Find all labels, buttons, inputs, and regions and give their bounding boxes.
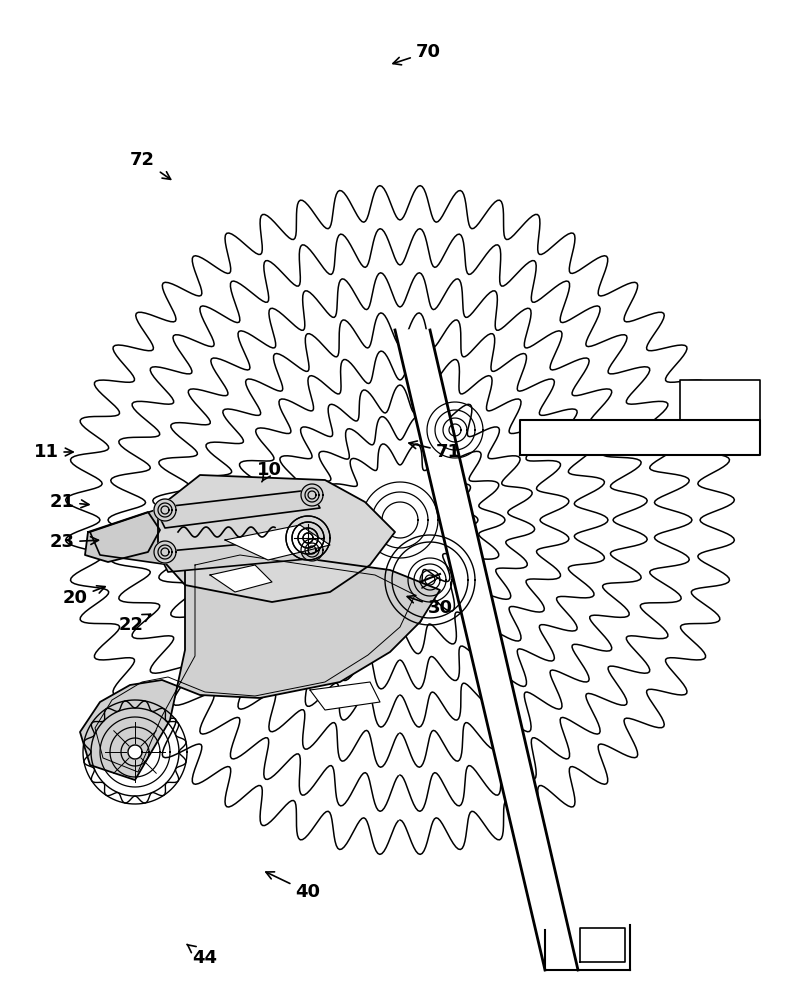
- Polygon shape: [520, 420, 760, 455]
- Polygon shape: [128, 745, 142, 759]
- Text: 40: 40: [266, 872, 320, 901]
- Text: 11: 11: [33, 443, 73, 461]
- Polygon shape: [301, 539, 323, 561]
- Text: 22: 22: [118, 614, 151, 634]
- Polygon shape: [90, 510, 325, 565]
- Polygon shape: [158, 538, 318, 572]
- Text: 44: 44: [187, 944, 217, 967]
- Text: 21: 21: [49, 493, 89, 511]
- Polygon shape: [545, 925, 630, 970]
- Polygon shape: [310, 682, 380, 710]
- Polygon shape: [301, 484, 323, 506]
- Polygon shape: [580, 928, 625, 962]
- Polygon shape: [155, 490, 320, 528]
- Text: 70: 70: [393, 43, 441, 65]
- Text: 71: 71: [409, 441, 461, 461]
- Polygon shape: [85, 512, 160, 562]
- Polygon shape: [80, 550, 440, 780]
- Text: 20: 20: [63, 586, 105, 607]
- Polygon shape: [154, 499, 176, 521]
- Text: 10: 10: [257, 461, 282, 482]
- Polygon shape: [225, 525, 330, 560]
- Polygon shape: [154, 541, 176, 563]
- Polygon shape: [210, 565, 272, 592]
- Text: 72: 72: [130, 151, 170, 179]
- Polygon shape: [395, 330, 578, 970]
- Text: 23: 23: [49, 533, 98, 551]
- Polygon shape: [158, 475, 395, 602]
- Text: 30: 30: [408, 595, 453, 617]
- Polygon shape: [680, 380, 760, 420]
